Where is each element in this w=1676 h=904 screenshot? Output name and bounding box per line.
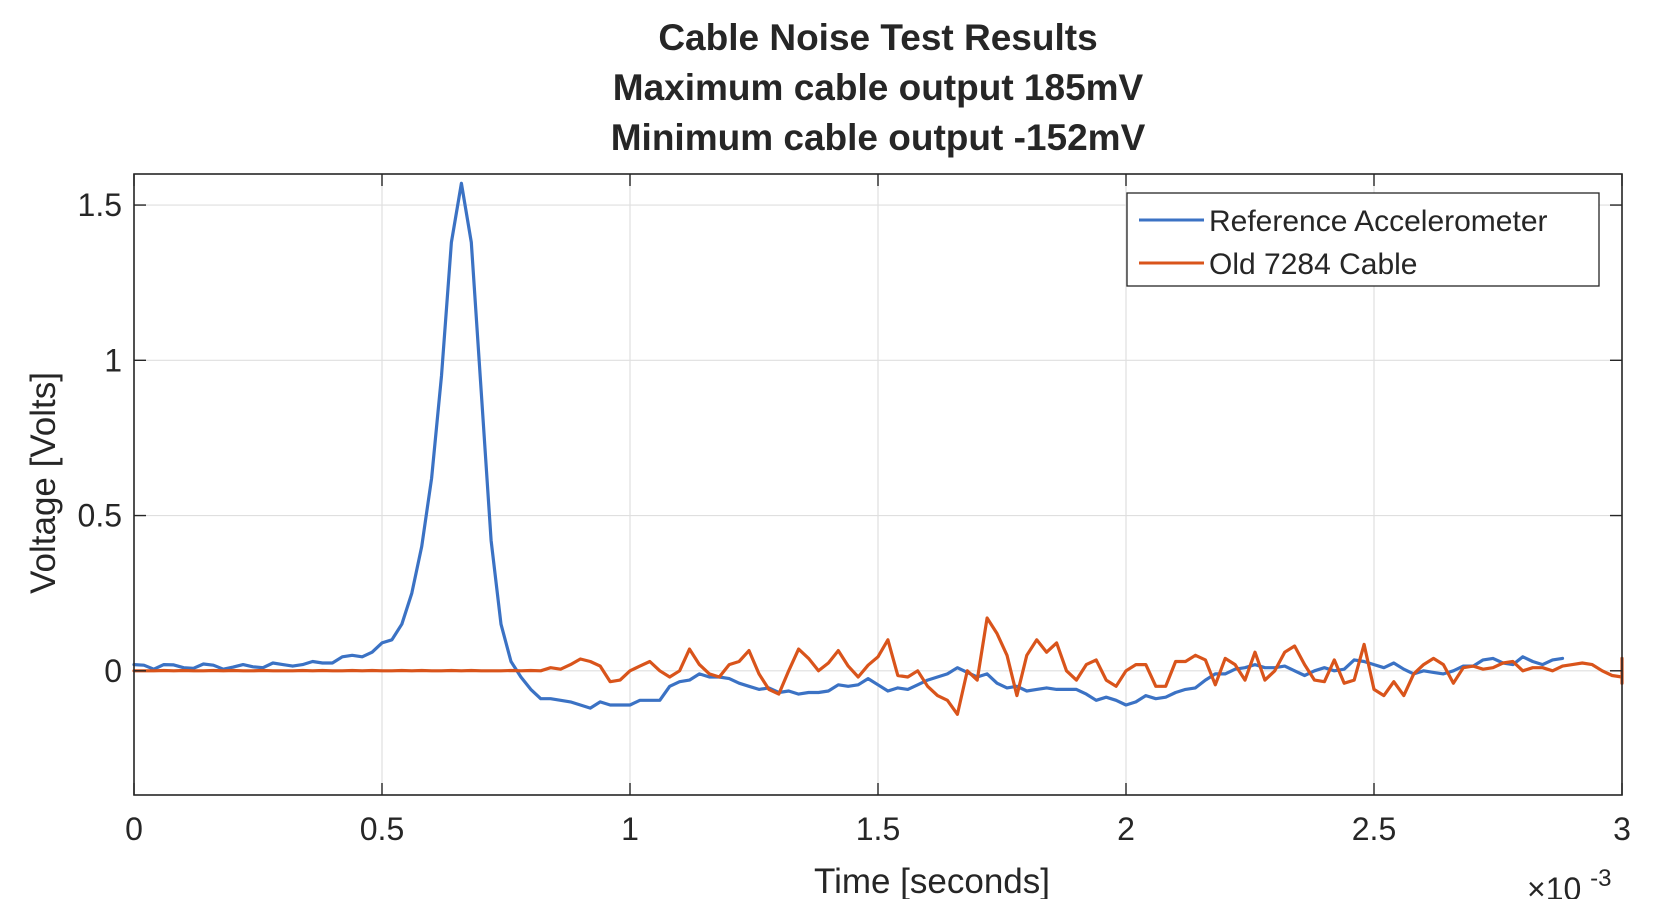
axis-ticks: 0 0.5 1 1.5 2 2.5 3 0 0.5 1 1.5 (78, 174, 1631, 847)
series-lines (132, 181, 1624, 716)
series-line-reference-accelerometer (132, 181, 1565, 710)
chart-title-line-3: Minimum cable output -152mV (611, 117, 1146, 158)
y-tick-label: 1.5 (78, 187, 122, 223)
x-tick-label: 0 (125, 811, 143, 847)
y-tick-label: 1 (104, 342, 122, 378)
y-tick-label: 0 (104, 653, 122, 689)
legend-label-old-7284-cable: Old 7284 Cable (1209, 248, 1417, 281)
chart-title-line-2: Maximum cable output 185mV (613, 67, 1144, 108)
x-axis-label: Time [seconds] (814, 862, 1050, 899)
y-axis-label: Voltage [Volts] (24, 372, 63, 594)
legend: Reference Accelerometer Old 7284 Cable (1126, 192, 1600, 287)
x-axis-exponent-base: ×10 (1527, 871, 1581, 899)
x-tick-label: 0.5 (360, 811, 404, 847)
chart-title-line-1: Cable Noise Test Results (658, 17, 1097, 58)
legend-label-reference-accelerometer: Reference Accelerometer (1209, 205, 1548, 238)
x-tick-label: 2 (1117, 811, 1135, 847)
x-tick-label: 1 (621, 811, 639, 847)
x-axis-exponent-power: -3 (1590, 865, 1611, 892)
x-tick-label: 1.5 (856, 811, 900, 847)
series-line-old-7284-cable (132, 616, 1624, 716)
x-tick-label: 3 (1613, 811, 1631, 847)
x-tick-label: 2.5 (1352, 811, 1396, 847)
legend-box (1126, 192, 1600, 287)
y-tick-label: 0.5 (78, 498, 122, 534)
